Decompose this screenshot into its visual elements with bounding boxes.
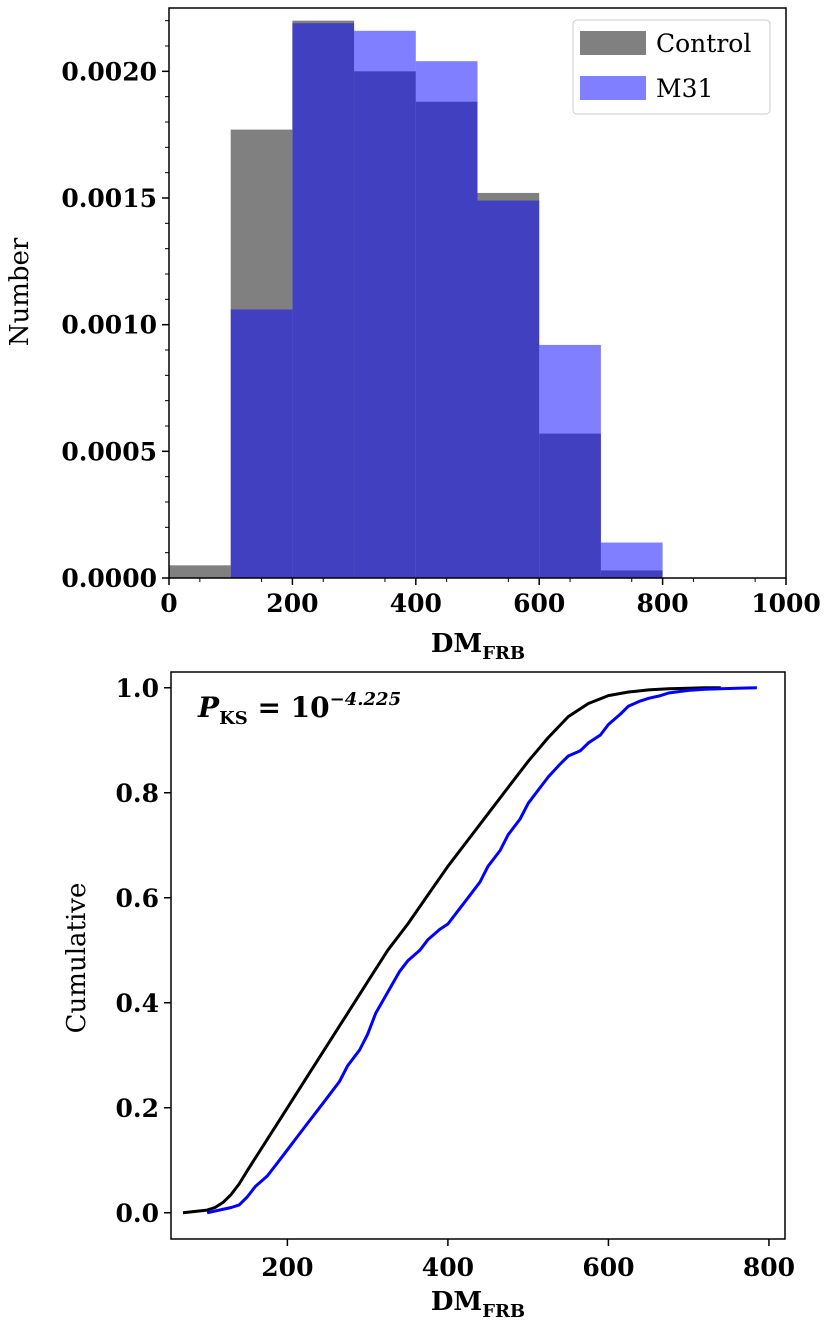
legend-swatch-m31	[580, 76, 646, 100]
cumulative-y-tick-label-1: 0.2	[116, 1094, 160, 1123]
cumulative-y-tick-label-0: 0.0	[116, 1199, 160, 1228]
histogram-x-tick-label-4: 800	[637, 589, 689, 618]
legend-label-control: Control	[656, 29, 751, 58]
m31-bar-1	[230, 309, 293, 578]
histogram-x-tick-label-3: 600	[513, 589, 565, 618]
cumulative-frame	[170, 671, 786, 1240]
histogram-x-tick-label-5: 1000	[751, 589, 821, 618]
ks-annotation-main: P	[197, 691, 220, 724]
legend: Control M31	[572, 19, 771, 115]
histogram-ticks: 0 200 400 600 800 1000 0.0000 0.0005 0.0010 0.001…	[61, 20, 821, 618]
m31-bar-3	[354, 30, 416, 579]
histogram-x-axis-label-subscript: FRB	[482, 643, 525, 664]
cumulative-x-tick-label-1: 400	[422, 1253, 474, 1282]
cumulative-lines	[182, 686, 757, 1215]
histogram-y-tick-label-2: 0.0010	[61, 311, 157, 340]
cumulative-x-tick-label-3: 800	[743, 1253, 795, 1282]
cumulative-y-tick-label-3: 0.6	[116, 884, 160, 913]
legend-label-m31: M31	[656, 74, 713, 103]
ks-annotation-equals: = 10	[248, 691, 330, 724]
cumulative-x-tick-label-0: 200	[261, 1253, 313, 1282]
cumulative-y-tick-label-5: 1.0	[116, 674, 160, 703]
histogram-y-tick-label-3: 0.0015	[61, 184, 157, 213]
cumulative-y-axis-label: Cumulative	[62, 883, 92, 1034]
m31-bar-6	[539, 344, 601, 578]
histogram-x-axis-label: DMFRB	[431, 629, 525, 664]
cumulative-x-axis-label-main: DM	[431, 1287, 482, 1317]
histogram-y-tick-label-0: 0.0000	[61, 564, 157, 593]
control-bar-0	[169, 565, 231, 578]
m31-cumulative-line	[206, 686, 757, 1215]
cumulative-ticks: 200 400 600 800 0.0 0.2 0.4 0.6 0.8 1.0	[116, 674, 796, 1282]
histogram-x-tick-label-1: 200	[266, 589, 318, 618]
histogram-y-tick-label-1: 0.0005	[61, 437, 157, 466]
histogram-y-tick-label-4: 0.0020	[61, 57, 157, 86]
m31-bar-2	[292, 23, 355, 578]
histogram-panel: 0 200 400 600 800 1000 0.0000 0.0005 0.0010 0.001…	[5, 7, 821, 664]
histogram-y-axis-label: Number	[5, 237, 35, 346]
cumulative-x-axis-label-subscript: FRB	[482, 1301, 525, 1322]
cumulative-x-tick-label-2: 600	[582, 1253, 634, 1282]
cumulative-x-axis-label: DMFRB	[431, 1287, 525, 1322]
ks-annotation: PKS = 10−4.225	[197, 689, 401, 729]
cumulative-y-tick-label-4: 0.8	[116, 779, 160, 808]
legend-swatch-control	[580, 31, 646, 55]
cumulative-panel: 200 400 600 800 0.0 0.2 0.4 0.6 0.8 1.0 PKS = 10−…	[62, 671, 796, 1322]
ks-annotation-subscript: KS	[219, 708, 248, 729]
cumulative-y-tick-label-2: 0.4	[116, 989, 160, 1018]
control-cumulative-line	[182, 686, 721, 1215]
ks-annotation-exponent: −4.225	[330, 689, 401, 710]
histogram-frame	[168, 7, 787, 579]
m31-bar-5	[477, 200, 540, 579]
m31-bar-7	[600, 542, 663, 578]
histogram-x-tick-label-2: 400	[390, 589, 442, 618]
m31-bars	[230, 23, 663, 579]
m31-bar-4	[415, 61, 478, 578]
histogram-x-axis-label-main: DM	[431, 629, 482, 659]
histogram-x-tick-label-0: 0	[160, 589, 177, 618]
